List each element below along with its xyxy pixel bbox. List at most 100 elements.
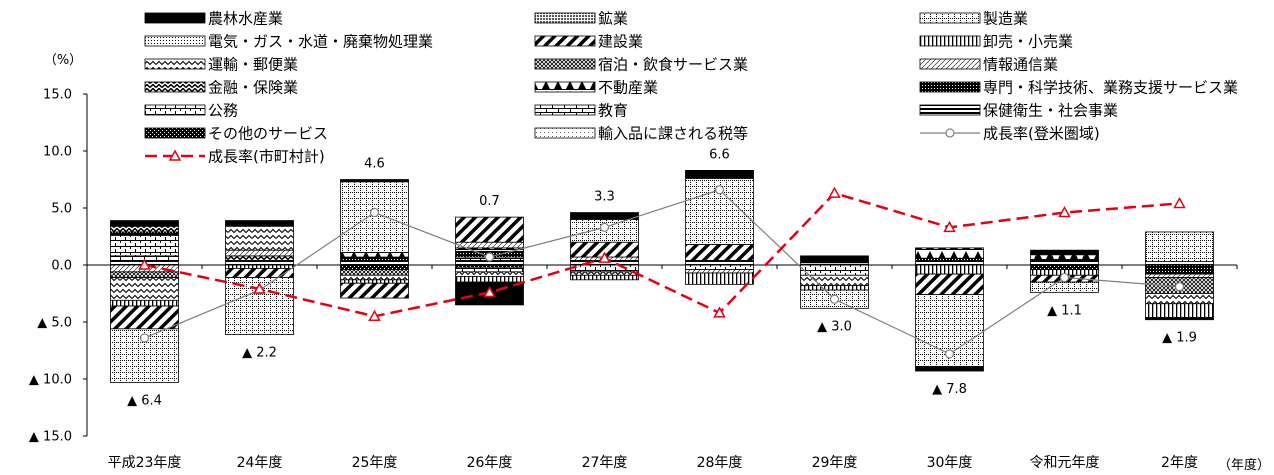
bar-segment-s5-c1 [225, 264, 294, 269]
legend-item-s7: 宿泊・飲食サービス業 [534, 56, 748, 74]
bar-segment-s6-c1 [225, 225, 294, 251]
bar-segment-s4-c7 [915, 273, 984, 296]
legend-item-l0: 成長率(登米圏域) [920, 125, 1100, 143]
legend-label: 農林水産業 [208, 10, 283, 28]
legend-label: その他のサービス [208, 125, 328, 143]
bar-segment-s4-c0 [110, 305, 179, 330]
line-point-l0-c3 [484, 252, 495, 262]
bar-segment-s8-c9 [1145, 273, 1214, 278]
legend-label: 金融・保険業 [208, 79, 298, 97]
x-tick-label-c8: 令和元年度 [1030, 455, 1100, 471]
bar-segment-s0-c9 [1145, 317, 1214, 321]
data-label-l0-c5: 6.6 [709, 147, 730, 162]
line-point-l1-c4 [598, 251, 611, 263]
bar-segment-s0-c5 [685, 169, 754, 179]
legend-label: 専門・科学技術、業務支援サービス業 [983, 79, 1238, 97]
x-tick-label-c0: 平成23年度 [108, 455, 182, 471]
line-point-l0-c2 [369, 207, 380, 218]
bar-segment-s7-c2 [340, 269, 409, 276]
line-point-l1-c6 [828, 186, 841, 198]
data-label-l0-c0: ▲ 6.4 [127, 393, 162, 408]
bar-segment-s5-c7 [915, 264, 984, 275]
legend-label: 公務 [208, 102, 238, 120]
x-axis-unit-label: （年度） [1218, 457, 1270, 473]
line-point-l1-c8 [1058, 206, 1071, 218]
legend-label: 情報通信業 [983, 56, 1058, 74]
legend-item-s15: その他のサービス [144, 125, 328, 143]
y-tick-label: ▲ 15.0 [29, 430, 72, 445]
legend-item-s13: 教育 [534, 102, 628, 120]
legend-swatch [534, 12, 596, 24]
legend-swatch [919, 104, 981, 116]
line-point-l1-c5 [713, 306, 726, 318]
line-point-l0-c7 [944, 349, 955, 359]
y-tick-label: 15.0 [43, 88, 72, 103]
legend-swatch [919, 81, 981, 93]
legend-item-s6: 運輸・郵便業 [144, 56, 298, 74]
line-point-l0-c0 [139, 333, 150, 343]
x-axis: 平成23年度 24年度 25年度 26年度 27年度 28年度 29年度 30年度 令和元年度 2… [86, 264, 1238, 471]
legend-swatch [919, 58, 981, 70]
bar-segment-s11-c0 [110, 231, 179, 236]
legend-item-s4: 建設業 [534, 33, 643, 51]
bar-segment-s11-c2 [340, 256, 409, 262]
bar-segment-s14-c8 [1030, 260, 1099, 266]
bar-segment-s12-c4 [570, 264, 639, 273]
legend-marker [945, 128, 955, 138]
bar-segment-s6-c0 [110, 277, 179, 301]
data-label-l0-c6: ▲ 3.0 [817, 319, 852, 334]
bar-segment-s12-c6 [800, 264, 869, 276]
bar-segment-s0-c0 [110, 220, 179, 227]
bar-segment-s9-c1 [225, 255, 294, 261]
y-tick-label: ▲ 10.0 [29, 373, 72, 388]
legend-item-s3: 電気・ガス・水道・廃棄物処理業 [144, 33, 433, 51]
legend-label: 製造業 [983, 10, 1028, 28]
legend-swatch [534, 58, 596, 70]
series-lines [138, 185, 1186, 359]
y-axis-unit-label: （%） [44, 53, 82, 68]
series-line-l0 [144, 189, 1180, 355]
data-label-l0-c9: ▲ 1.9 [1162, 331, 1197, 346]
bar-segment-s14-c1 [225, 260, 294, 266]
legend-item-s14: 保健衛生・社会事業 [919, 102, 1118, 120]
line-point-l0-c9 [1174, 282, 1185, 292]
bar-segment-s0-c7 [915, 366, 984, 372]
x-tick-label-c7: 30年度 [927, 455, 973, 471]
bar-segment-s10-c8 [1030, 254, 1099, 261]
bar-segment-s4-c1 [225, 268, 294, 278]
x-tick-label-c1: 24年度 [237, 455, 283, 471]
legend-swatch [144, 104, 206, 116]
line-point-l0-c4 [599, 222, 610, 232]
legend-item-s10: 不動産業 [534, 79, 658, 97]
bar-segment-s10-c2 [340, 252, 409, 258]
bar-segment-s15-c2 [340, 264, 409, 270]
legend-item-s11: 専門・科学技術、業務支援サービス業 [919, 79, 1238, 97]
legend-label: 保健衛生・社会事業 [983, 102, 1118, 120]
data-label-l0-c3: 0.7 [479, 194, 500, 209]
line-point-l1-c2 [368, 309, 381, 322]
x-tick-label-c3: 26年度 [467, 455, 513, 471]
line-point-l0-c5 [714, 185, 725, 195]
bar-segment-s2-c9 [1145, 231, 1214, 262]
bar-segment-s15-c8 [1030, 264, 1099, 270]
legend-item-s9: 金融・保険業 [144, 79, 298, 97]
bar-segment-s5-c5 [685, 272, 754, 285]
legend-label: 運輸・郵便業 [208, 56, 298, 74]
legend-item-s1: 鉱業 [534, 10, 628, 28]
bar-segment-s14-c5 [685, 260, 754, 266]
bar-segment-s5-c0 [110, 299, 179, 307]
bar-segment-s5-c4 [570, 274, 639, 281]
bar-segment-s14-c2 [340, 261, 409, 266]
line-point-l0-c8 [1059, 272, 1070, 283]
bar-segment-s6-c4 [570, 271, 639, 276]
legend-item-s5: 卸売・小売業 [919, 33, 1073, 51]
line-point-l1-c0 [138, 258, 151, 270]
legend-swatch [534, 104, 596, 116]
bar-segment-s13-c3 [455, 266, 524, 273]
legend-swatch [919, 12, 981, 24]
y-tick-label: 5.0 [51, 202, 72, 217]
bar-segment-s7-c0 [110, 271, 179, 278]
bar-segment-s8-c5 [685, 269, 754, 274]
legend-label: 鉱業 [598, 10, 628, 28]
